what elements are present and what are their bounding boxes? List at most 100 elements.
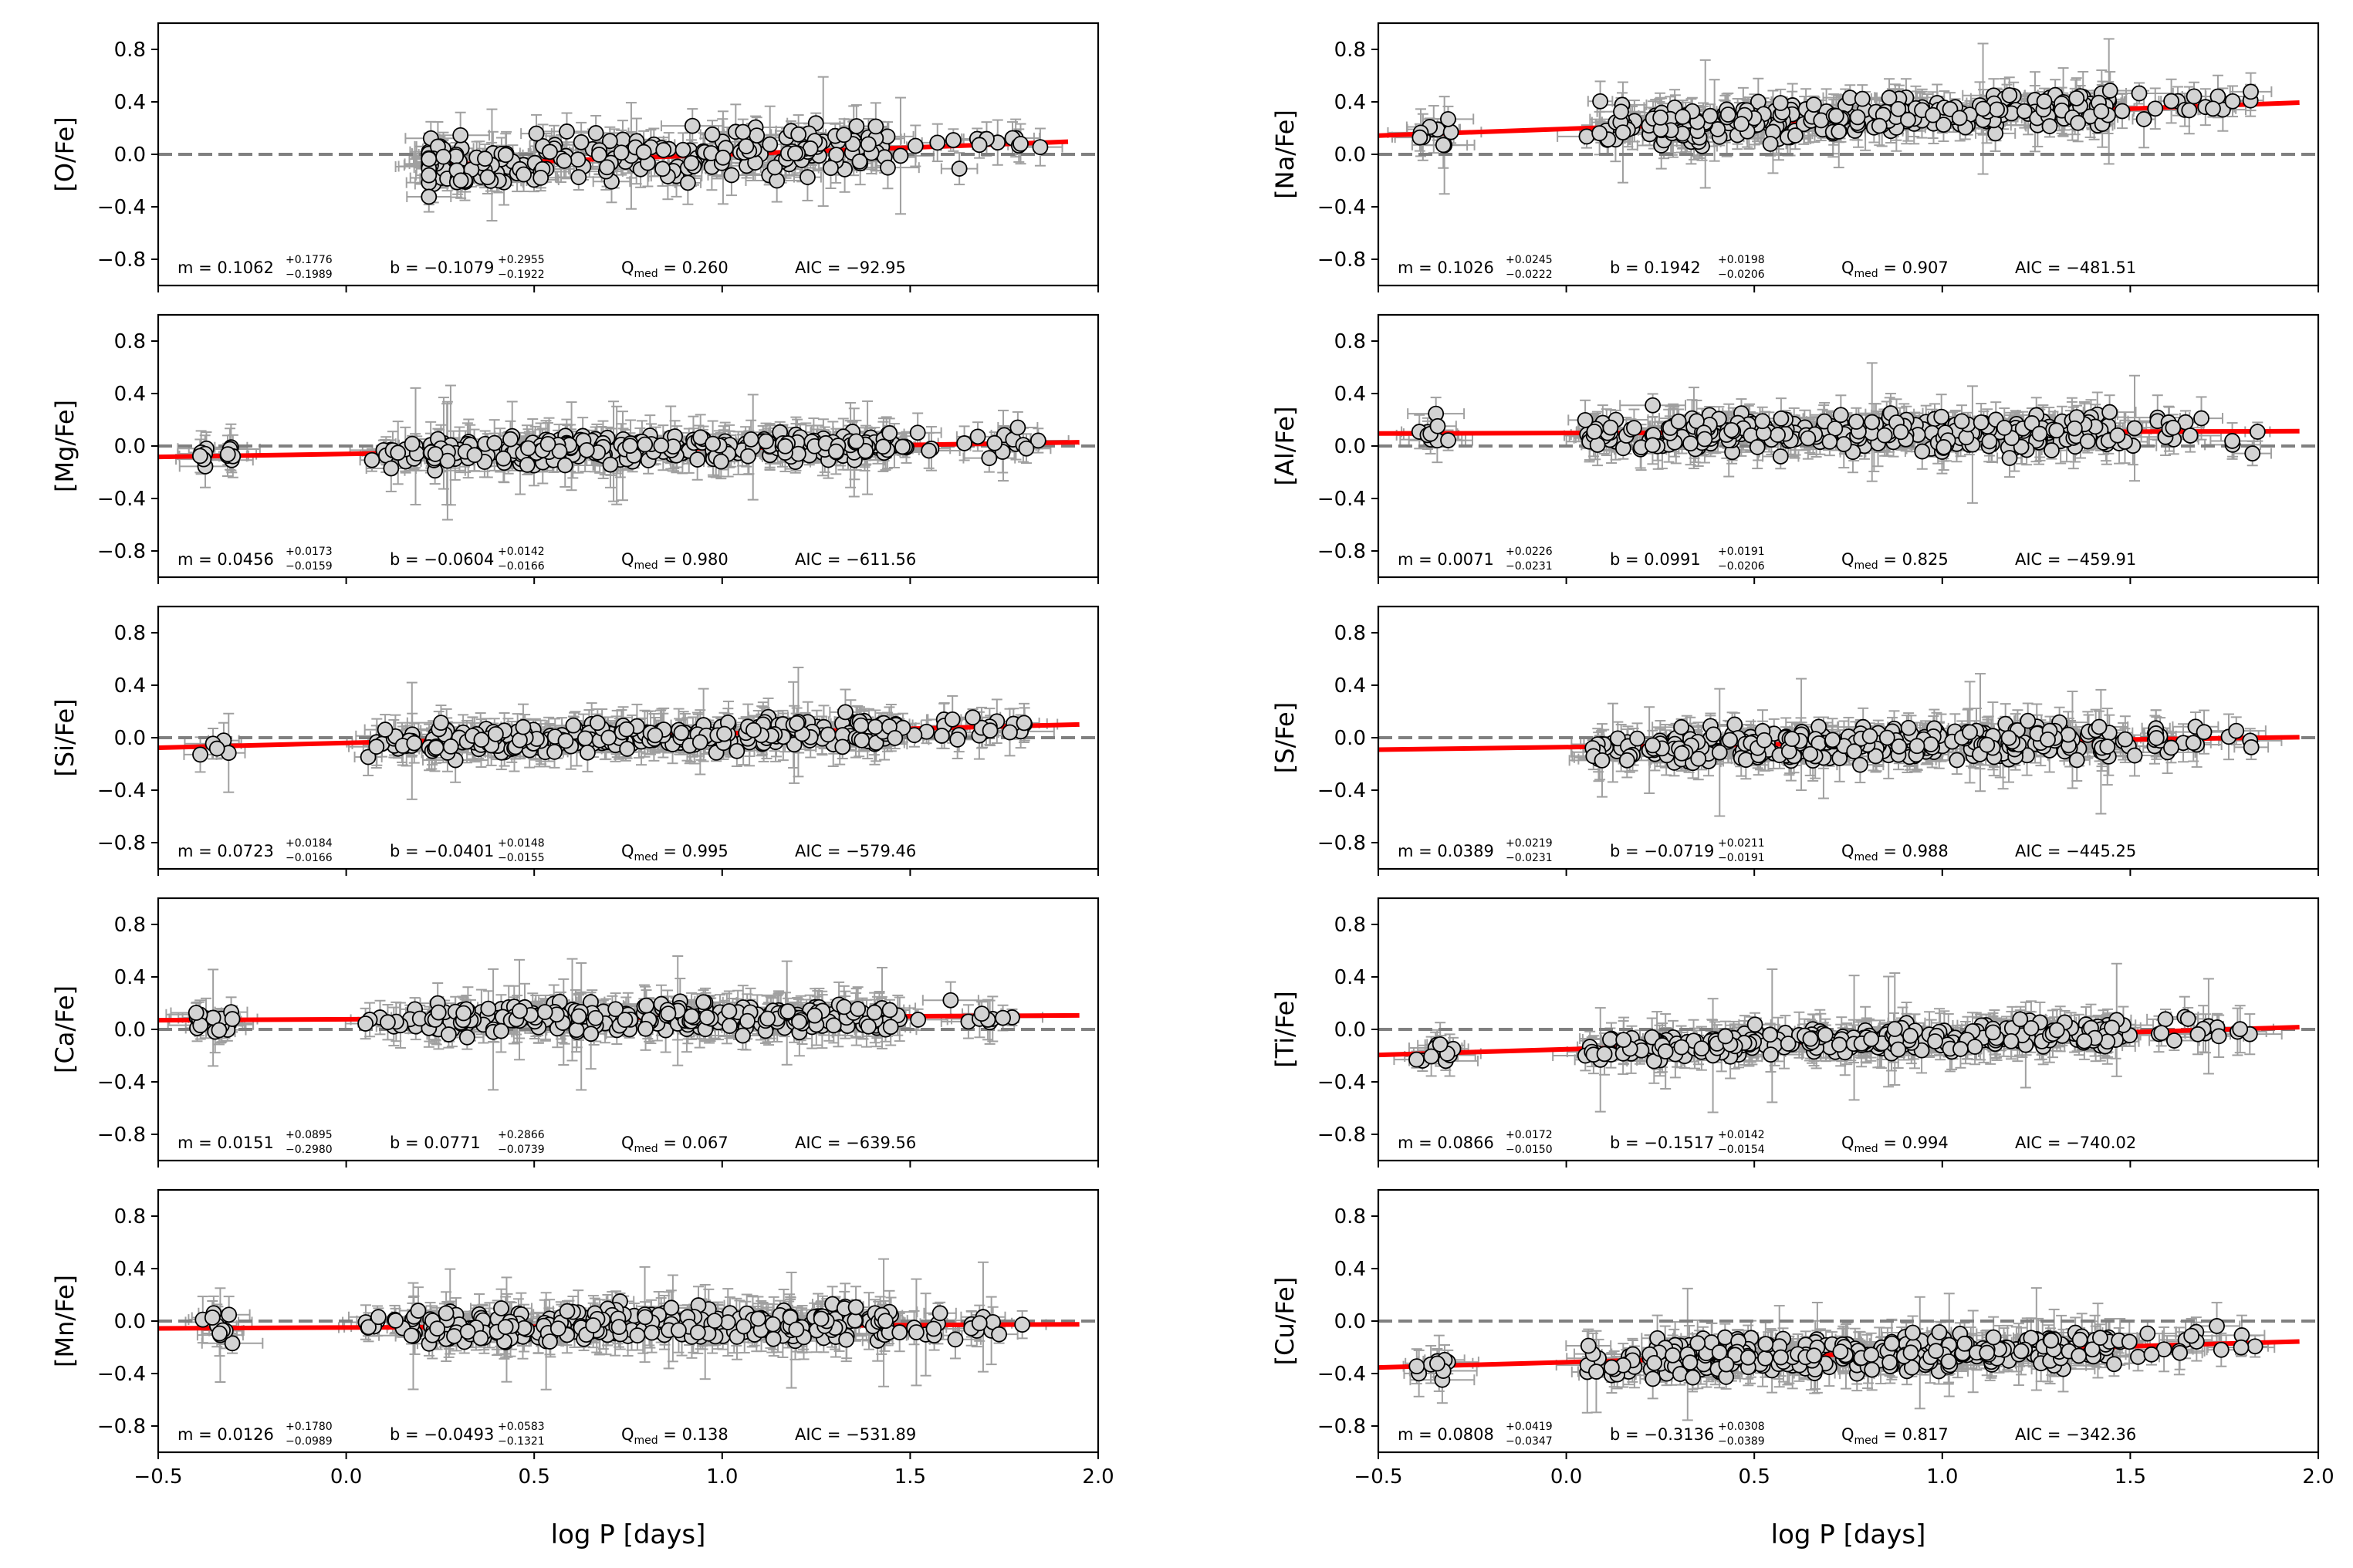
data-point [390, 444, 407, 461]
data-point [1613, 103, 1629, 120]
slope-lower: −0.0231 [1506, 560, 1553, 573]
slope-lower: −0.0231 [1506, 852, 1553, 864]
data-point [1949, 752, 1966, 769]
data-point [1864, 414, 1881, 431]
data-point [587, 1009, 604, 1026]
data-point [716, 725, 732, 742]
data-point [480, 1000, 497, 1017]
y-tick-label: −0.4 [97, 779, 146, 803]
plot-area [158, 384, 1098, 521]
data-point [1589, 437, 1606, 453]
data-point [698, 1009, 715, 1026]
panel-7: 0.80.40.0−0.4−0.8[Ca/Fe]m = 0.0151 +0.089… [50, 897, 1100, 1168]
data-point [951, 161, 968, 177]
data-point [723, 167, 740, 184]
data-point [1800, 430, 1817, 447]
data-point [981, 450, 998, 467]
data-point [1754, 413, 1771, 430]
data-point [1429, 417, 1446, 434]
data-point [2036, 93, 2053, 110]
plot-area [158, 76, 1098, 222]
panel-4: 0.80.40.0−0.4−0.8[Al/Fe]m = 0.0071 +0.022… [1270, 313, 2320, 584]
data-point [442, 738, 459, 755]
data-point [1846, 743, 1863, 760]
y-tick-label: −0.4 [1317, 779, 1366, 803]
data-point [956, 435, 972, 451]
data-point [1892, 424, 1909, 441]
data-point [944, 711, 961, 728]
data-point [1435, 137, 1452, 154]
data-point [1602, 419, 1619, 436]
data-point [637, 436, 654, 453]
data-point [777, 438, 793, 455]
data-point [1773, 410, 1790, 427]
data-point [1719, 106, 1736, 123]
data-point [1726, 716, 1743, 733]
data-point [705, 435, 722, 452]
y-axis-label: [Na/Fe] [1270, 110, 1300, 199]
data-point [638, 997, 654, 1014]
data-point [1821, 433, 1838, 450]
data-point [377, 721, 394, 738]
data-point [867, 118, 884, 135]
data-point [906, 727, 923, 744]
data-point [519, 457, 536, 473]
data-point [1594, 752, 1611, 769]
data-point [1979, 736, 1996, 753]
slope-lower: −0.0159 [286, 560, 333, 573]
data-point [660, 1005, 677, 1022]
plot-area [158, 666, 1098, 800]
data-point [1876, 427, 1893, 444]
panel-1: 0.80.40.0−0.4−0.8[O/Fe]m = 0.1062 +0.1776… [50, 22, 1100, 292]
slope-upper: +0.0226 [1506, 546, 1553, 558]
data-point [982, 722, 999, 739]
data-point [2001, 450, 2018, 466]
data-point [2249, 424, 2266, 440]
slope-lower: −0.0166 [286, 852, 333, 864]
data-point [619, 741, 636, 757]
aic-annotation: AIC = −92.95 [795, 259, 906, 277]
data-point [860, 136, 877, 153]
y-tick-label: 0.4 [114, 91, 146, 114]
data-point [2228, 722, 2245, 739]
data-point [986, 434, 1003, 451]
data-point [1586, 423, 1603, 440]
data-point [971, 137, 988, 154]
intercept-annotation: b = 0.0771 [390, 1134, 481, 1152]
data-point [587, 125, 604, 141]
data-point [2148, 730, 2165, 746]
data-point [969, 428, 986, 445]
data-point [1832, 407, 1849, 424]
data-point [1900, 111, 1916, 128]
intercept-annotation: b = −0.0401 [390, 842, 494, 860]
data-point [556, 457, 573, 474]
data-point [559, 123, 575, 140]
data-point [762, 136, 779, 153]
data-point [404, 435, 421, 452]
intercept-upper: +0.0198 [1718, 254, 1765, 266]
data-point [2193, 410, 2209, 427]
data-point [2243, 83, 2259, 100]
data-point [704, 126, 721, 143]
data-point [1629, 730, 1645, 747]
data-point [2185, 735, 2202, 752]
plot-area [1378, 38, 2318, 195]
data-point [1848, 414, 1864, 430]
data-point [421, 188, 438, 205]
y-tick-label: 0.8 [114, 330, 146, 353]
data-point [580, 744, 596, 761]
data-point [428, 739, 445, 756]
q-med-annotation: Qmed = 0.260 [621, 259, 729, 280]
data-point [1682, 435, 1699, 452]
data-point [1868, 748, 1884, 765]
intercept-annotation: b = −0.0604 [390, 550, 494, 569]
y-tick-label: 0.8 [1334, 39, 1366, 62]
data-point [1772, 95, 1789, 111]
data-point [219, 446, 236, 463]
intercept-lower: −0.0206 [1718, 269, 1765, 281]
data-point [368, 738, 385, 755]
y-axis-label: [Ca/Fe] [50, 985, 79, 1073]
data-point [806, 1007, 823, 1024]
intercept-upper: +0.2866 [498, 1129, 545, 1141]
data-point [655, 142, 672, 158]
